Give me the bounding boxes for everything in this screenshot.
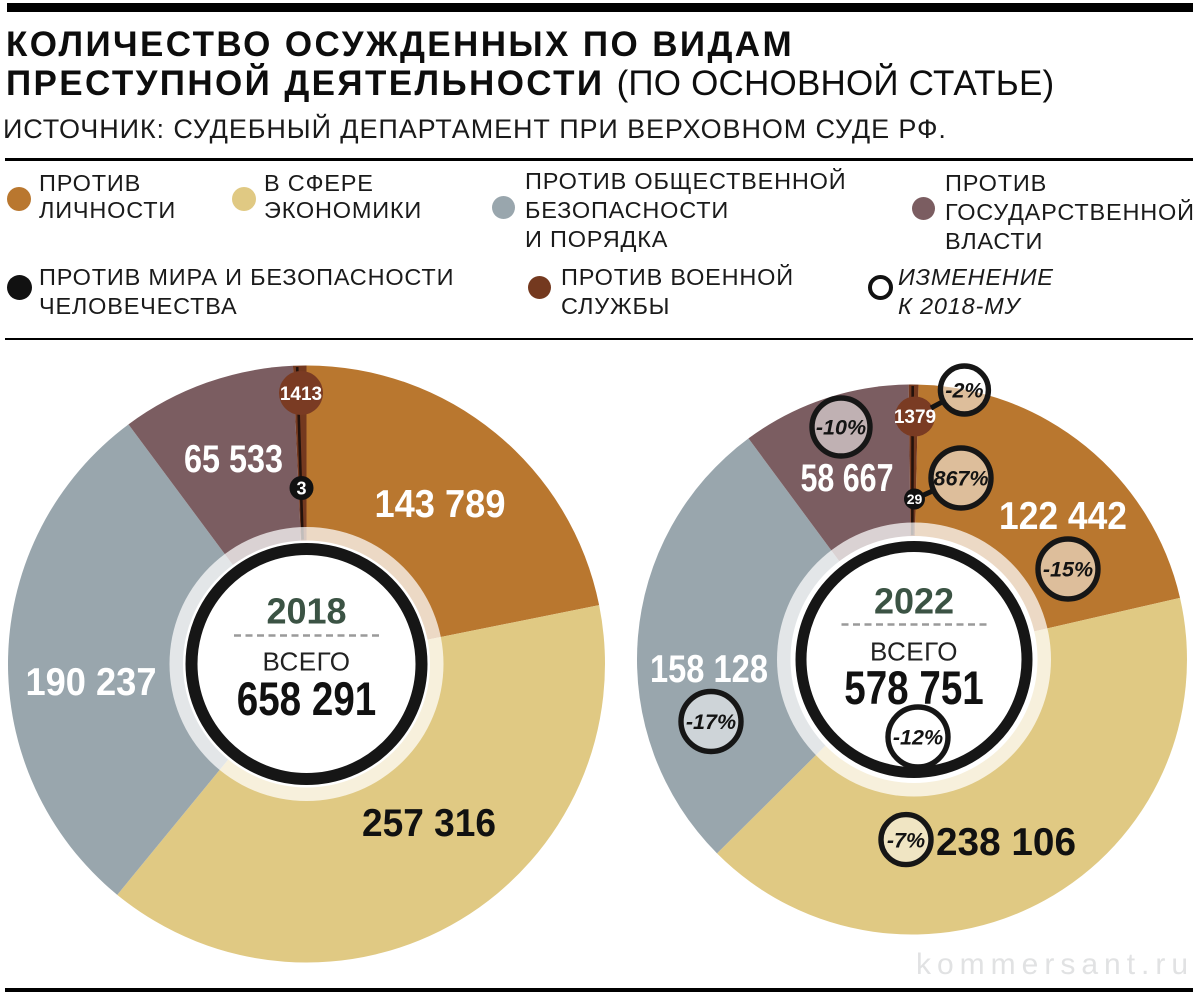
svg-text:ВСЕГО: ВСЕГО <box>870 637 958 667</box>
svg-text:-10%: -10% <box>816 416 866 440</box>
svg-text:122 442: 122 442 <box>999 495 1127 538</box>
svg-text:1379: 1379 <box>894 407 936 428</box>
svg-text:-2%: -2% <box>945 379 983 403</box>
svg-text:-7%: -7% <box>887 828 925 852</box>
svg-text:3: 3 <box>296 479 306 499</box>
svg-text:238 106: 238 106 <box>936 821 1076 864</box>
svg-text:29: 29 <box>907 491 923 507</box>
svg-text:-12%: -12% <box>893 726 943 750</box>
svg-text:190 237: 190 237 <box>26 661 157 704</box>
svg-text:143 789: 143 789 <box>375 483 506 526</box>
svg-text:1413: 1413 <box>280 384 322 405</box>
svg-text:58 667: 58 667 <box>801 457 894 500</box>
svg-text:2022: 2022 <box>874 580 954 621</box>
svg-text:158 128: 158 128 <box>650 648 768 691</box>
svg-text:257 316: 257 316 <box>362 802 496 845</box>
svg-text:ВСЕГО: ВСЕГО <box>263 647 351 677</box>
svg-text:65 533: 65 533 <box>184 438 283 481</box>
svg-text:2018: 2018 <box>266 591 346 632</box>
svg-text:-17%: -17% <box>686 710 736 734</box>
svg-text:658 291: 658 291 <box>237 672 377 725</box>
svg-text:-15%: -15% <box>1043 558 1093 582</box>
svg-text:867%: 867% <box>934 467 989 491</box>
